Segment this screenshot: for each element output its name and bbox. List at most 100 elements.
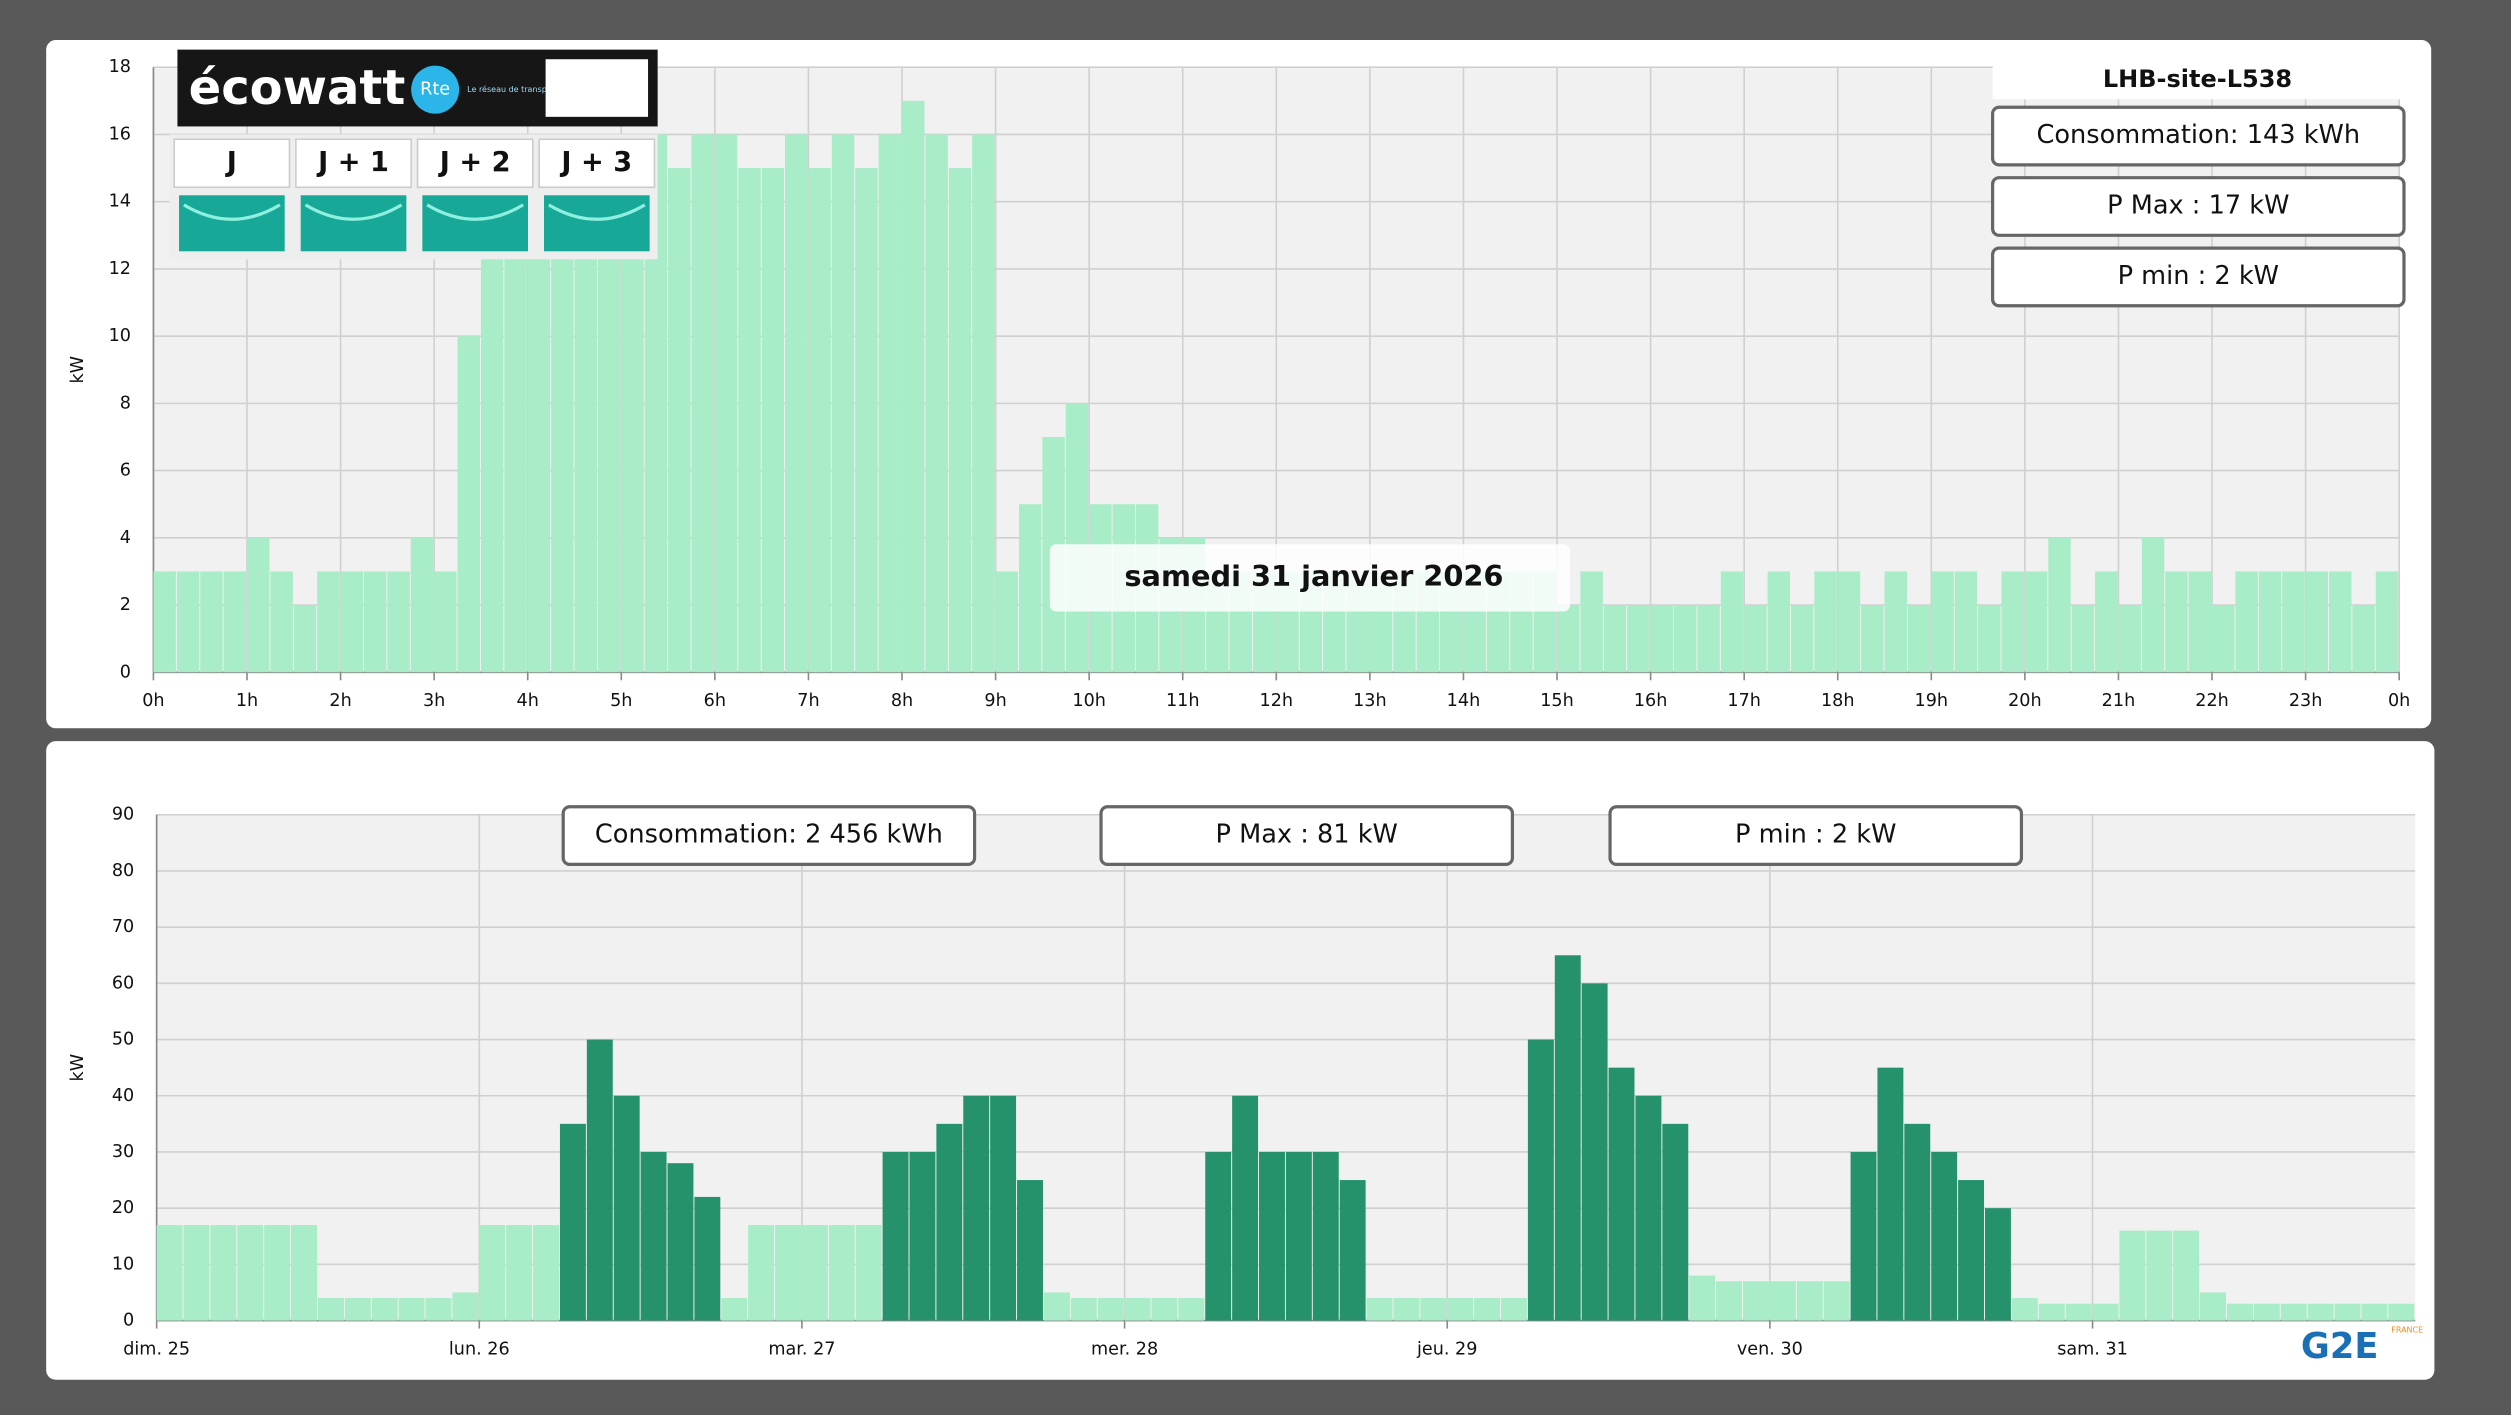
x-tick-label: 20h (2008, 691, 2042, 711)
bar (2024, 571, 2048, 673)
bar (801, 1225, 828, 1321)
stat-box (1991, 246, 2406, 308)
bar (344, 1298, 371, 1321)
y-tick-label: 0 (123, 1311, 134, 1331)
bar (2352, 605, 2375, 673)
bar (1796, 1281, 1823, 1321)
bar (748, 1225, 775, 1321)
bar (1501, 1298, 1527, 1321)
bar (1018, 504, 1042, 673)
bar (1743, 1281, 1769, 1321)
bar (2280, 1303, 2307, 1321)
date-box (1049, 544, 1571, 612)
y-tick-label: 4 (120, 528, 131, 548)
chart: 0 10 20 30 40 50 60 70 80 90 dim. 25 lun. 26 mar. 27… (68, 805, 2416, 1359)
bar (1823, 1281, 1850, 1321)
day-header (173, 138, 291, 189)
bar (2188, 571, 2212, 673)
bar (2048, 537, 2071, 673)
y-axis-label: kW (68, 1054, 88, 1082)
bar (2235, 571, 2258, 673)
day-label: J + 1 (316, 147, 389, 178)
bar (1884, 571, 1907, 673)
bar (533, 1225, 559, 1321)
y-tick-label: 12 (109, 259, 131, 279)
ecowatt-logo: écowatt (189, 60, 406, 116)
rte-circle (411, 65, 460, 114)
overlay: écowatt Rte Le réseau de transport d'éle… (169, 49, 2423, 1367)
x-tick-label: 9h (984, 691, 1006, 711)
bar (1097, 1298, 1124, 1321)
day-signal (543, 195, 650, 252)
bar (1861, 605, 1884, 673)
x-tick-label: lun. 26 (449, 1339, 510, 1359)
bar (714, 134, 738, 673)
bar (551, 134, 574, 673)
bar (948, 168, 972, 673)
stat-box (1099, 805, 1515, 866)
bar (153, 571, 176, 673)
x-tick-label: 18h (1821, 691, 1855, 711)
bar (156, 1225, 183, 1321)
bar (2226, 1303, 2253, 1321)
bar (1580, 571, 1603, 673)
x-tick-label: 21h (2102, 691, 2136, 711)
bar (2119, 1230, 2146, 1321)
stat-box (1991, 105, 2406, 167)
bar (1043, 1292, 1070, 1321)
bar (1151, 1298, 1178, 1321)
site-title: LHB-site-L538 (2103, 65, 2292, 93)
y-tick-label: 80 (112, 861, 134, 881)
y-tick-label: 10 (112, 1254, 134, 1274)
x-tick-label: mer. 28 (1091, 1339, 1158, 1359)
bar (1689, 1275, 1716, 1321)
title-box (1992, 60, 2404, 100)
bar (2095, 571, 2118, 673)
day-wave (547, 203, 646, 221)
bar (247, 537, 270, 673)
bar (2329, 571, 2352, 673)
x-tick-label: 22h (2195, 691, 2229, 711)
y-tick-label: 16 (109, 124, 131, 144)
bar (972, 134, 995, 673)
bar (2001, 571, 2024, 673)
bar (387, 571, 410, 673)
bar (2092, 1303, 2119, 1321)
bar (2141, 537, 2165, 673)
bar (527, 134, 551, 673)
stat-box (1991, 176, 2406, 237)
bar (2253, 1303, 2280, 1321)
bar (1744, 605, 1767, 673)
bar (2165, 571, 2188, 673)
bar (1065, 403, 1089, 673)
bar (176, 571, 200, 673)
bar (1017, 1180, 1043, 1321)
bar (371, 1298, 398, 1321)
bar (1931, 1151, 1958, 1321)
y-tick-label: 10 (109, 326, 131, 346)
x-tick-label: 5h (610, 691, 632, 711)
day-label: J + 2 (438, 147, 511, 178)
x-tick-label: 15h (1540, 691, 1574, 711)
day-header (295, 138, 412, 189)
bar (1581, 983, 1608, 1321)
bar (1608, 1067, 1635, 1321)
bar (1837, 571, 1861, 673)
bar (479, 1225, 506, 1321)
bar (1635, 1095, 1662, 1321)
bar (2146, 1230, 2173, 1321)
bar (293, 605, 317, 673)
y-tick-label: 70 (112, 917, 134, 937)
x-tick-label: 11h (1166, 691, 1200, 711)
bar (210, 1225, 237, 1321)
bar (1070, 1298, 1097, 1321)
bar (237, 1225, 264, 1321)
stat-label: P min : 2 kW (1735, 820, 1896, 850)
day-wave (426, 203, 525, 221)
bar (1904, 1123, 1931, 1321)
stat-label: Consommation: 2 456 kWh (595, 820, 943, 850)
bar (264, 1225, 291, 1321)
bar (1954, 571, 1978, 673)
x-tick-label: 2h (329, 691, 351, 711)
